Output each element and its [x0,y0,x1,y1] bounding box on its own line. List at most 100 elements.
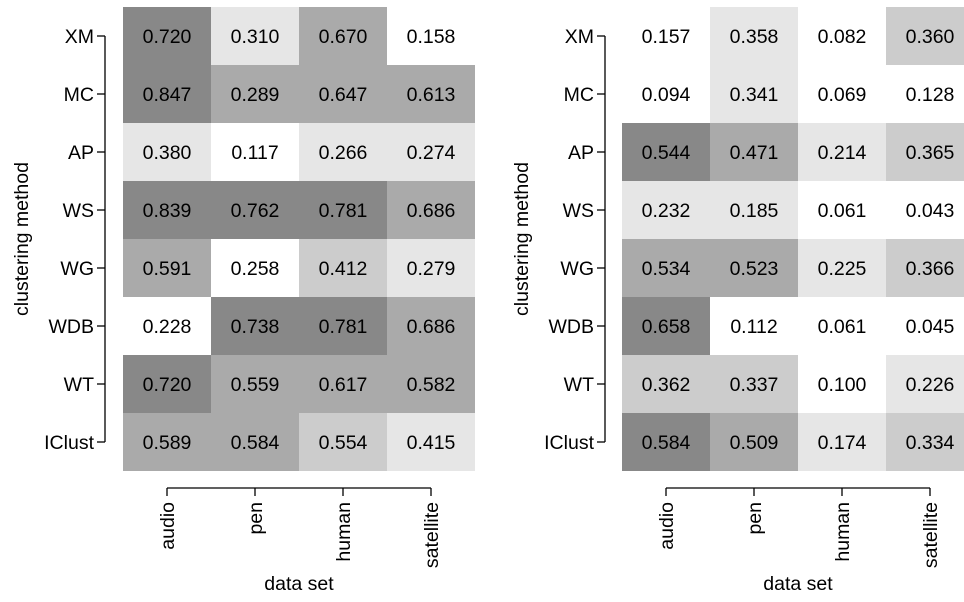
heatmap-cell [710,181,798,239]
heatmap-cell [387,7,475,65]
heatmap-cell [299,65,387,123]
heatmap-cell [387,413,475,471]
cell-value-label: 0.360 [906,26,955,48]
cell-value-label: 0.214 [818,142,867,164]
cell-value-label: 0.534 [642,258,691,280]
heatmap-cell [123,413,211,471]
x-tick-label: human [832,502,854,562]
heatmap-cell [622,65,710,123]
heatmap-cell [798,181,886,239]
cell-value-label: 0.365 [906,142,955,164]
y-tick-label: WDB [549,316,595,338]
heatmap-cell [798,413,886,471]
cell-value-label: 0.554 [319,432,368,454]
y-tick-label: AP [68,142,94,164]
heatmap-cell [387,239,475,297]
heatmap-cell [211,355,299,413]
heatmap-cell [710,239,798,297]
heatmap-cell [886,297,964,355]
cell-value-label: 0.228 [143,316,192,338]
heatmap-cell [886,7,964,65]
cell-value-label: 0.471 [730,142,779,164]
heatmap-cell [387,181,475,239]
cell-value-label: 0.584 [642,432,691,454]
cell-value-label: 0.380 [143,142,192,164]
cell-value-label: 0.061 [818,200,867,222]
x-tick-label: audio [157,502,179,550]
heatmap-cell [123,123,211,181]
y-tick-label: XM [65,26,94,48]
cell-value-label: 0.112 [730,316,777,338]
cell-value-label: 0.094 [642,84,691,106]
cell-value-label: 0.647 [319,84,368,106]
heatmap-cell [622,355,710,413]
y-axis-title: clustering method [511,162,533,316]
cell-value-label: 0.509 [730,432,779,454]
heatmap-cell [710,355,798,413]
heatmap-cell [299,181,387,239]
cell-value-label: 0.720 [143,374,192,396]
heatmap-cell [710,297,798,355]
x-tick-label: satellite [421,502,443,568]
cell-value-label: 0.100 [818,374,867,396]
cell-value-label: 0.061 [818,316,867,338]
y-tick-label: WT [564,374,594,396]
y-tick-label: MC [564,84,594,106]
heatmap-cell [299,123,387,181]
cell-value-label: 0.258 [231,258,280,280]
x-tick-label: satellite [920,502,942,568]
heatmap-cell [123,7,211,65]
heatmap-cell [387,123,475,181]
cell-value-label: 0.589 [143,432,192,454]
cell-value-label: 0.781 [319,200,368,222]
heatmap-cell [211,123,299,181]
cell-value-label: 0.839 [143,200,192,222]
cell-value-label: 0.617 [319,374,368,396]
x-axis-title: data set [264,573,334,595]
heatmap-cell [622,123,710,181]
heatmap-panel-1: 0.720 0.310 0.670 0.158 0.847 0.289 0.647 0.613… [11,7,475,595]
cell-value-label: 0.043 [906,200,955,222]
heatmap-cell [622,413,710,471]
heatmap-cell [798,239,886,297]
heatmap-cell [710,413,798,471]
heatmap-cell [123,239,211,297]
heatmap-cell [798,355,886,413]
y-tick-label: XM [565,26,594,48]
heatmap-cell [622,297,710,355]
heatmap-cell [387,355,475,413]
cell-value-label: 0.670 [319,26,368,48]
cell-value-label: 0.226 [906,374,955,396]
heatmap-cell [798,65,886,123]
y-tick-label: WS [563,200,594,222]
cell-value-label: 0.358 [730,26,779,48]
cell-value-label: 0.544 [642,142,691,164]
heatmap-cell [123,297,211,355]
heatmap-cell [211,413,299,471]
heatmap-cell [211,239,299,297]
heatmap-panel-2: 0.157 0.358 0.082 0.360 0.094 0.341 0.069 0.128… [511,7,964,595]
y-tick-label: WG [60,258,94,280]
cell-value-label: 0.686 [407,200,456,222]
heatmap-cell [622,7,710,65]
cell-value-label: 0.366 [906,258,955,280]
cell-value-label: 0.738 [231,316,280,338]
heatmap-cell [886,181,964,239]
cell-value-label: 0.686 [407,316,456,338]
heatmap-cell [299,297,387,355]
heatmap-cell [123,181,211,239]
cell-value-label: 0.128 [906,84,955,106]
heatmap-cell [123,65,211,123]
cell-value-label: 0.591 [143,258,192,280]
heatmap-cell [387,297,475,355]
cell-value-label: 0.781 [319,316,368,338]
y-axis-title: clustering method [11,162,33,316]
heatmap-cell [622,239,710,297]
heatmap-cell [886,355,964,413]
cell-value-label: 0.415 [407,432,456,454]
y-tick-label: AP [568,142,594,164]
heatmap-cell [710,65,798,123]
heatmap-cell [299,7,387,65]
